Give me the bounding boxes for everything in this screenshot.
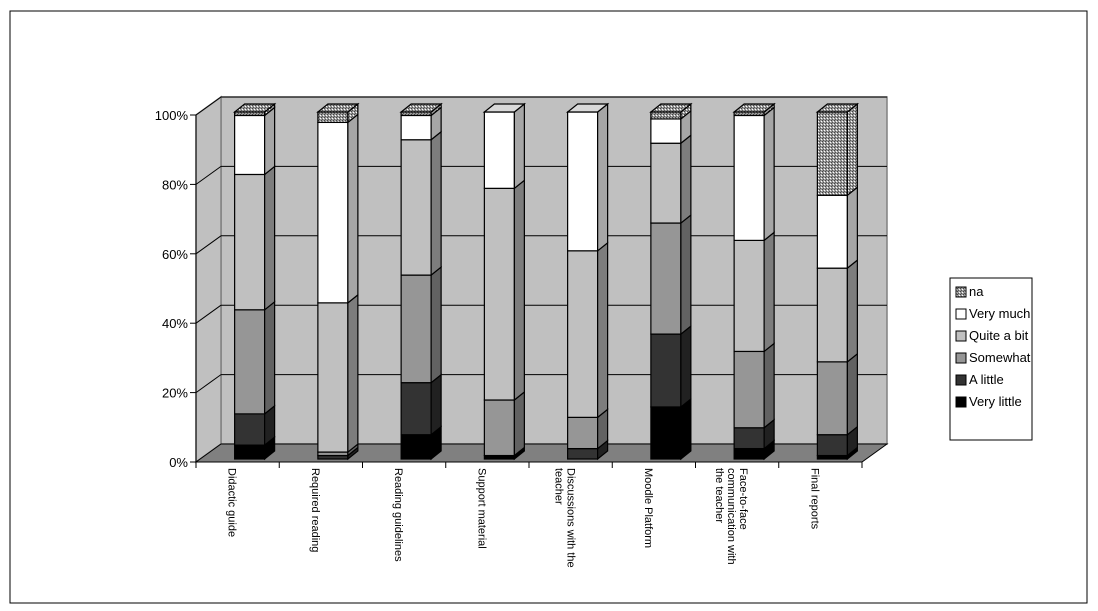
legend-item: A little	[955, 372, 1004, 387]
gridline-side	[195, 235, 222, 255]
legend-label: Quite a bit	[969, 328, 1029, 343]
legend-item: Quite a bit	[955, 328, 1029, 343]
bar-top	[649, 103, 693, 113]
bar-top	[399, 103, 443, 113]
bar-segment	[483, 102, 525, 190]
bar-segment	[733, 231, 775, 353]
bar-segment	[400, 106, 442, 142]
category-label-line: communication with	[725, 468, 737, 565]
bar-segment	[317, 293, 359, 454]
bar-segment	[234, 300, 276, 416]
legend-label: A little	[969, 372, 1004, 387]
bar-segment	[650, 324, 692, 409]
bar-top	[815, 103, 860, 113]
bar-segment	[567, 241, 609, 419]
legend-item: Very little	[955, 394, 1022, 409]
legend-label: Somewhat	[969, 350, 1031, 365]
bar-segment	[733, 106, 775, 242]
category-label: Reading guidelines	[392, 468, 404, 562]
bar-top	[565, 103, 610, 113]
bar-segment	[400, 373, 442, 436]
bar-segment	[816, 425, 858, 457]
category-label: Final reports	[808, 468, 820, 530]
y-tick-label: 100%	[155, 108, 189, 123]
legend-swatch	[955, 352, 967, 364]
category-label-line: Discussions with the	[565, 468, 577, 568]
y-tick-label: 0%	[169, 455, 188, 470]
gridline-side	[195, 165, 222, 185]
legend-item: na	[955, 284, 984, 299]
bar-segment	[816, 186, 858, 270]
category-label: Didactic guide	[226, 468, 238, 537]
bar-top	[482, 103, 527, 113]
bar-top	[316, 103, 360, 113]
legend-swatch	[955, 286, 967, 298]
bar-segment	[234, 404, 276, 447]
legend-label: na	[969, 284, 984, 299]
category-label: Required reading	[309, 468, 321, 552]
bar-top	[232, 103, 277, 113]
legend-swatch	[955, 396, 967, 408]
bar-segment	[650, 213, 692, 336]
bar-segment	[816, 258, 858, 364]
y-tick-label: 40%	[162, 316, 188, 331]
bar-segment	[650, 397, 692, 461]
category-label-line: Face-to-face	[737, 468, 749, 530]
gridline-side	[195, 304, 222, 324]
category-label: Support material	[475, 468, 487, 549]
bar-segment	[816, 102, 858, 197]
bar-segment	[400, 265, 442, 384]
bar-segment	[400, 130, 442, 277]
category-label-line: Moodle Platform	[642, 468, 654, 548]
y-tick-label: 80%	[162, 177, 188, 192]
bar-segment	[483, 179, 525, 402]
legend-swatch	[955, 330, 967, 342]
legend-label: Very much	[969, 306, 1030, 321]
bar-segment	[650, 133, 692, 225]
category-label-line: Support material	[475, 468, 487, 549]
category-label-line: the teacher	[713, 468, 725, 523]
bar-segment	[400, 425, 442, 461]
category-label: Moodle Platform	[642, 468, 654, 548]
bar-segment	[816, 352, 858, 436]
bar-top	[732, 103, 776, 113]
category-label-line: Didactic guide	[226, 468, 238, 537]
category-label-line: teacher	[553, 468, 565, 505]
bar-segment	[733, 342, 775, 430]
gridline-side	[195, 96, 222, 116]
bar-segment	[317, 113, 359, 305]
bar-segment	[234, 106, 276, 176]
legend-item: Somewhat	[955, 350, 1031, 365]
bar-segment	[483, 390, 525, 457]
legend-swatch	[955, 374, 967, 386]
category-label-line: Required reading	[309, 468, 321, 552]
y-tick-label: 20%	[162, 386, 188, 401]
bar-segment	[567, 408, 609, 450]
plot-floor	[194, 443, 889, 463]
category-label-line: Final reports	[808, 468, 820, 530]
plot-side-wall	[195, 95, 222, 464]
legend-item: Very much	[955, 306, 1030, 321]
category-label-line: Reading guidelines	[392, 468, 404, 562]
bar-segment	[567, 102, 609, 253]
bar-segment	[650, 109, 692, 145]
legend-swatch	[955, 308, 967, 320]
bar-segment	[234, 165, 276, 312]
y-tick-label: 60%	[162, 247, 188, 262]
gridline-side	[195, 374, 222, 394]
legend-label: Very little	[969, 394, 1022, 409]
